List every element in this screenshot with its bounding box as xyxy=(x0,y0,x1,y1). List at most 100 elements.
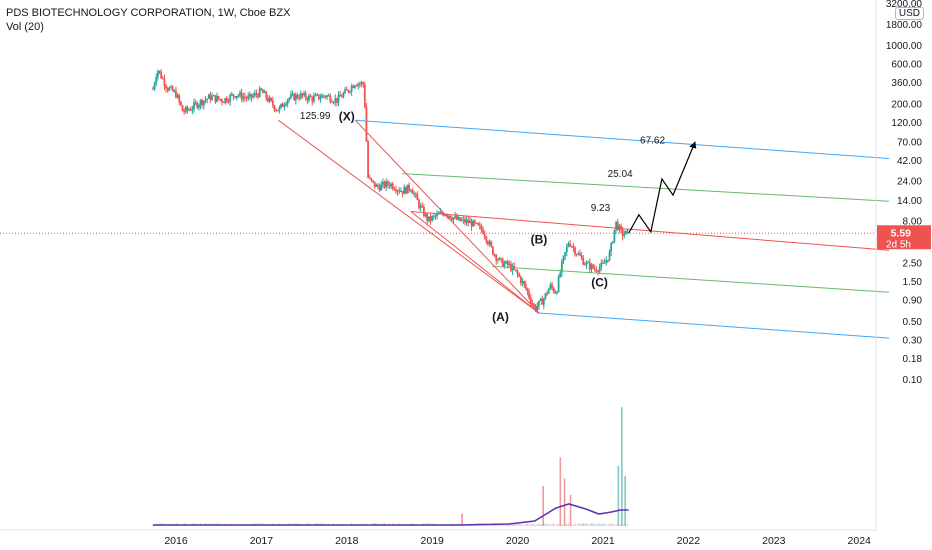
candle-body xyxy=(452,217,455,220)
candle-body xyxy=(275,109,278,111)
candle-body xyxy=(381,181,384,185)
candle-body xyxy=(582,257,585,265)
volume-bar xyxy=(584,523,586,526)
candle-body xyxy=(598,266,601,272)
candle-body xyxy=(265,91,268,99)
candle-body xyxy=(436,213,438,217)
candle-body xyxy=(621,229,624,236)
candle-body xyxy=(542,298,545,305)
y-tick-label: 360.00 xyxy=(891,78,922,89)
y-tick-label: 1.50 xyxy=(903,277,923,288)
candle-body xyxy=(547,288,550,294)
candle-body xyxy=(616,221,619,231)
candle-body xyxy=(224,98,227,103)
volume-bar xyxy=(554,524,557,526)
volume-bar xyxy=(538,523,540,526)
candle-body xyxy=(252,95,255,98)
candle-body xyxy=(459,217,461,221)
y-tick-label: 3200.00 xyxy=(886,0,923,10)
candle-body xyxy=(416,194,419,200)
candle-body xyxy=(199,100,202,106)
candle-body xyxy=(181,105,184,112)
volume-spike xyxy=(461,513,463,526)
candle-body xyxy=(491,246,494,255)
volume-bar xyxy=(612,523,614,526)
candle-body xyxy=(590,264,593,270)
candle-body xyxy=(216,96,218,102)
candle-body xyxy=(583,264,586,266)
volume-bar xyxy=(526,523,529,526)
candle-body xyxy=(600,262,603,267)
countdown-label: 2d 5h xyxy=(886,239,911,250)
volume-bar xyxy=(498,524,501,526)
candle-body xyxy=(495,254,498,261)
candle-body xyxy=(572,246,575,248)
candle-body xyxy=(395,189,397,192)
candle-body xyxy=(610,243,613,252)
candle-body xyxy=(291,93,294,95)
y-tick-label: 0.30 xyxy=(903,335,923,346)
volume-bar xyxy=(589,524,591,526)
candle-body xyxy=(482,229,484,234)
y-tick-label: 2.50 xyxy=(903,258,923,269)
volume-bar xyxy=(546,524,548,526)
candle-body xyxy=(173,90,176,92)
volume-bar xyxy=(572,524,575,526)
candle-body xyxy=(286,99,289,104)
candle-body xyxy=(317,94,320,100)
volume-bar xyxy=(513,523,515,526)
volume-bar xyxy=(592,523,594,526)
currency-badge[interactable]: USD xyxy=(894,7,924,20)
candle-body xyxy=(529,297,532,303)
candle-body xyxy=(301,93,304,96)
candle-body xyxy=(419,205,422,208)
candle-body xyxy=(163,78,166,86)
candle-body xyxy=(250,94,253,98)
symbol-title[interactable]: PDS BIOTECHNOLOGY CORPORATION, 1W, Cboe … xyxy=(6,7,291,19)
volume-bar xyxy=(533,523,535,526)
candle-body xyxy=(625,230,627,235)
volume-bar xyxy=(503,524,506,526)
candle-body xyxy=(585,262,588,265)
candle-body xyxy=(424,213,427,217)
candle-body xyxy=(615,221,617,230)
candle-body xyxy=(465,219,468,223)
candle-body xyxy=(580,255,583,258)
candle-body xyxy=(626,230,629,232)
candle-body xyxy=(183,111,186,113)
volume-indicator-label[interactable]: Vol (20) xyxy=(6,21,44,33)
y-tick-label: 1000.00 xyxy=(886,41,923,52)
candle-body xyxy=(270,97,273,101)
candle-body xyxy=(219,99,222,101)
candle-body xyxy=(225,98,228,102)
candle-body xyxy=(396,190,399,192)
candle-body xyxy=(380,184,383,191)
volume-bar xyxy=(518,523,520,526)
candle-body xyxy=(464,219,466,223)
candle-body xyxy=(165,85,167,89)
trend-lines-layer xyxy=(0,119,890,339)
candle-body xyxy=(209,94,212,100)
candle-body xyxy=(477,223,480,226)
candle-body xyxy=(237,95,240,97)
volume-bar xyxy=(587,524,589,526)
candle-body xyxy=(321,95,323,98)
candle-body xyxy=(606,260,609,262)
volume-spike xyxy=(569,494,572,526)
candle-body xyxy=(202,100,205,106)
candle-body xyxy=(327,95,330,97)
candle-body xyxy=(355,85,358,87)
volume-bar xyxy=(556,524,558,526)
trend-line-blue-lower xyxy=(538,312,890,339)
candle-body xyxy=(253,93,256,96)
candle-body xyxy=(539,298,542,301)
candle-body xyxy=(567,243,570,247)
candle-body xyxy=(316,94,319,96)
candle-body xyxy=(575,254,578,256)
annotation-label: 9.23 xyxy=(591,203,611,214)
candle-body xyxy=(390,183,392,187)
candle-body xyxy=(449,215,452,219)
y-tick-label: 0.50 xyxy=(903,317,923,328)
